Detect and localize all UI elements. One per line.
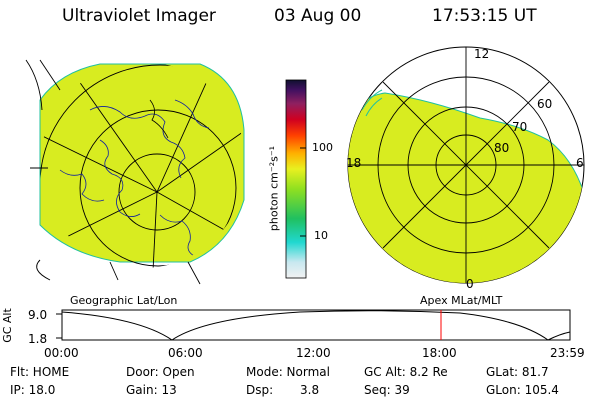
gc-altitude-status: GC Alt: 8.2 Re (364, 365, 448, 379)
lat-circle-mid (79, 109, 237, 267)
altitude-tick-1-8: 1.8 (28, 332, 48, 346)
mode-status: Mode: Normal (246, 365, 330, 379)
colorbar-tick-10: 10 (314, 229, 328, 242)
time-tick-18: 18:00 (422, 346, 457, 360)
dsp-label: Dsp: (246, 383, 274, 397)
instrument-title: Ultraviolet Imager (62, 6, 216, 26)
lat-label-80: 80 (494, 141, 510, 155)
time-tick-06: 06:00 (168, 346, 203, 360)
date-label: 03 Aug 00 (274, 6, 362, 26)
altitude-curve (61, 310, 571, 341)
gain-status: Gain: 13 (126, 383, 177, 397)
colorbar (285, 79, 307, 279)
geographic-map (25, 59, 246, 285)
left-map-label: Geographic Lat/Lon (70, 294, 178, 307)
altitude-plot (56, 309, 571, 341)
door-status: Door: Open (126, 365, 195, 379)
flight-status: Flt: HOME (10, 365, 70, 379)
lat-circle-inner (118, 153, 196, 231)
left-emission-fill (39, 63, 245, 263)
lat-label-70: 70 (512, 120, 528, 134)
mlt-label-12: 12 (474, 47, 490, 61)
glon-status: GLon: 105.4 (486, 383, 559, 397)
lat-circle-outer (40, 64, 246, 268)
sequence-status: Seq: 39 (364, 383, 410, 397)
right-emission-fill (348, 92, 584, 283)
time-tick-12: 12:00 (296, 346, 331, 360)
mlt-label-6: 6 (576, 156, 584, 170)
glat-status: GLat: 81.7 (486, 365, 549, 379)
dsp-value: 3.8 (300, 383, 320, 397)
time-label: 17:53:15 UT (432, 6, 537, 26)
ip-status: IP: 18.0 (10, 383, 56, 397)
colorbar-tick-100: 100 (312, 141, 333, 154)
time-tick-00: 00:00 (44, 346, 79, 360)
mlt-label-0: 0 (466, 277, 474, 291)
altitude-tick-9: 9.0 (28, 308, 48, 322)
lat-label-60: 60 (537, 97, 553, 111)
altitude-ylabel: GC Alt (0, 308, 14, 343)
polar-map (347, 46, 585, 284)
mlt-label-18: 18 (346, 156, 362, 170)
right-map-label: Apex MLat/MLT (420, 294, 503, 307)
time-tick-2359: 23:59 (550, 346, 585, 360)
colorbar-unit-label: photon cm⁻²s⁻¹ (267, 145, 281, 232)
colorbar-gradient (285, 79, 307, 279)
